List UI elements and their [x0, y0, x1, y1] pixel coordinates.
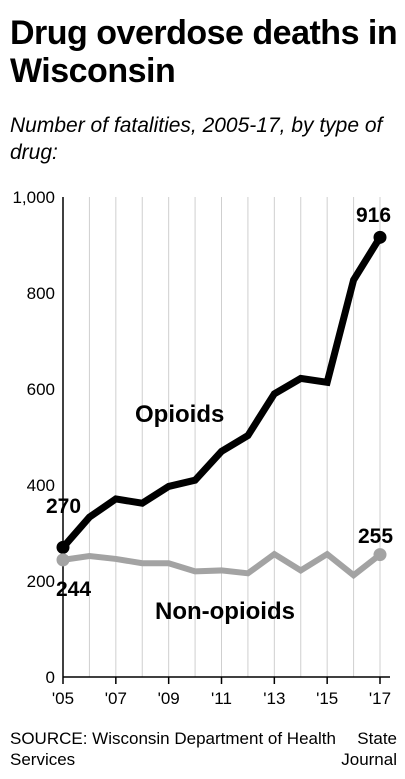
- y-tick-label: 400: [27, 476, 55, 495]
- chart-subtitle: Number of fatalities, 2005-17, by type o…: [10, 114, 383, 164]
- value-label-opioids-2005: 270: [46, 495, 81, 518]
- value-label-opioids-2017: 916: [356, 204, 391, 227]
- value-label-non-opioids-2005: 244: [56, 578, 91, 601]
- chart-title: Drug overdose deaths in Wisconsin: [10, 14, 398, 90]
- x-tick-label: '07: [105, 689, 127, 708]
- source-note: SOURCE: Wisconsin Department of Health S…: [10, 729, 336, 769]
- series-label-opioids: Opioids: [135, 401, 224, 428]
- x-tick-label: '05: [52, 689, 74, 708]
- data-point-end: [373, 548, 387, 562]
- y-tick-label: 800: [27, 284, 55, 303]
- y-tick-label: 1,000: [12, 188, 55, 207]
- axes: 0 200 400 600 800 1,000 '05 '07 '09 '11 '13 '15 '17: [12, 188, 391, 708]
- y-tick-label: 600: [27, 380, 55, 399]
- data-labels: 270 916 244 255 Opioids Non-opioids: [46, 204, 393, 625]
- data-point-end: [373, 230, 387, 244]
- value-label-non-opioids-2017: 255: [358, 525, 393, 548]
- y-tick-label: 0: [46, 668, 55, 687]
- x-tick-label: '11: [211, 689, 232, 708]
- data-point-start: [56, 540, 70, 554]
- series-line-opioids: [60, 235, 383, 550]
- x-tick-label: '09: [158, 689, 180, 708]
- x-tick-label: '13: [263, 689, 285, 708]
- credit-note: State Journal: [341, 729, 397, 769]
- series-line-non-opioids: [62, 550, 382, 580]
- series-label-non-opioids: Non-opioids: [155, 598, 295, 625]
- data-point-start: [56, 553, 70, 567]
- x-tick-label: '15: [316, 689, 338, 708]
- y-tick-label: 200: [27, 572, 55, 591]
- series-lines: [56, 230, 387, 580]
- x-tick-label: '17: [369, 689, 391, 708]
